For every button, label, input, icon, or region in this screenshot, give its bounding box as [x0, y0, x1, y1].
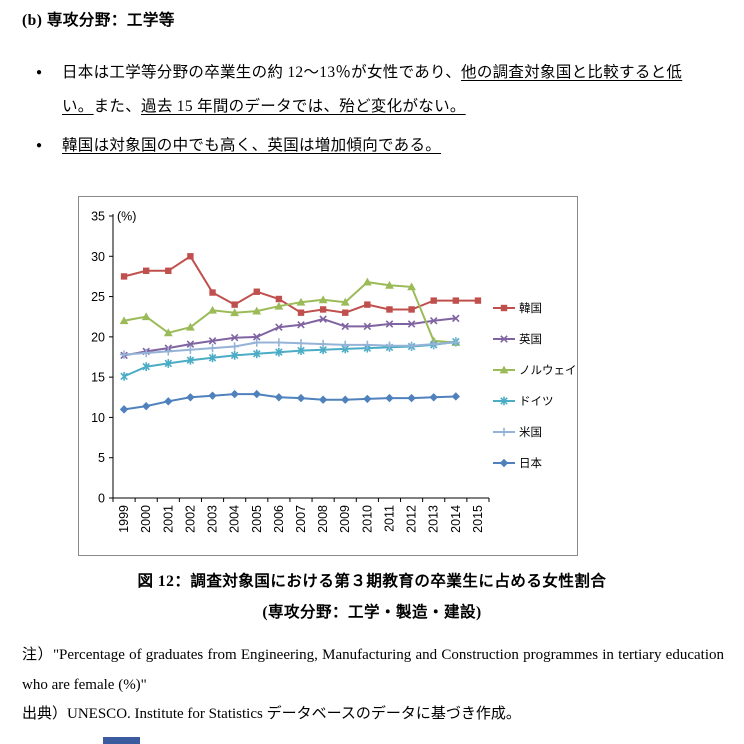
svg-text:ノルウェイ: ノルウェイ: [519, 364, 577, 377]
svg-text:30: 30: [91, 250, 105, 264]
footnote: 注）"Percentage of graduates from Engineer…: [22, 640, 724, 700]
svg-text:15: 15: [91, 371, 105, 385]
svg-text:2007: 2007: [294, 505, 308, 533]
page-edge-artifact: [103, 737, 140, 744]
source-note: 出典）UNESCO. Institute for Statistics データベ…: [22, 702, 521, 723]
svg-text:2003: 2003: [206, 505, 220, 533]
figure-caption: 図 12：調査対象国における第３期教育の卒業生に占める女性割合 (専攻分野：工学…: [0, 566, 744, 628]
bullet-marker-icon: ●: [36, 67, 43, 78]
svg-text:2004: 2004: [228, 505, 242, 533]
svg-text:ドイツ: ドイツ: [519, 396, 554, 408]
svg-text:2008: 2008: [316, 505, 330, 533]
svg-text:2002: 2002: [183, 505, 197, 533]
source-label: 出典）: [22, 706, 68, 722]
figure-caption-line2: (専攻分野：工学・製造・建設): [262, 604, 482, 621]
svg-text:米国: 米国: [519, 426, 542, 439]
svg-text:2011: 2011: [382, 505, 396, 532]
svg-text:5: 5: [98, 451, 105, 465]
bullet-text: 日本は工学等分野の卒業生の約 12～13％が女性であり、他の調査対象国と比較する…: [62, 64, 683, 115]
svg-text:日本: 日本: [519, 456, 542, 470]
bullet-item: ● 日本は工学等分野の卒業生の約 12～13％が女性であり、他の調査対象国と比較す…: [36, 56, 712, 124]
svg-text:2005: 2005: [250, 505, 264, 533]
bullet-marker-icon: ●: [36, 140, 43, 151]
svg-text:(%): (%): [117, 210, 136, 224]
svg-text:2014: 2014: [449, 505, 463, 533]
figure-caption-line1: 図 12：調査対象国における第３期教育の卒業生に占める女性割合: [137, 573, 607, 590]
footnote-text: "Percentage of graduates from Engineerin…: [22, 647, 724, 693]
svg-text:0: 0: [98, 492, 105, 506]
svg-text:2006: 2006: [272, 505, 286, 533]
bullet-text: 韓国は対象国の中でも高く、英国は増加傾向である。: [62, 137, 442, 154]
section-heading: (b) 専攻分野：工学等: [22, 12, 175, 29]
svg-text:20: 20: [91, 330, 105, 344]
svg-text:2010: 2010: [360, 505, 374, 533]
svg-text:2001: 2001: [161, 505, 175, 533]
svg-text:2009: 2009: [338, 505, 352, 533]
svg-text:10: 10: [91, 411, 105, 425]
svg-text:2012: 2012: [405, 505, 419, 533]
svg-text:2013: 2013: [427, 505, 441, 533]
svg-text:25: 25: [91, 290, 105, 304]
svg-text:1999: 1999: [117, 505, 131, 533]
chart-frame: 0 5 10 15 20 25 30 35 (%) 1999 2000 2001 2002 2003 200…: [78, 196, 578, 556]
bullet-item: ● 韓国は対象国の中でも高く、英国は増加傾向である。: [36, 129, 712, 163]
source-text: UNESCO. Institute for Statistics データベースの…: [67, 706, 521, 722]
svg-text:35: 35: [91, 210, 105, 224]
svg-text:2015: 2015: [471, 505, 485, 533]
bullet-list: ● 日本は工学等分野の卒業生の約 12～13％が女性であり、他の調査対象国と比較す…: [36, 56, 712, 168]
svg-text:2000: 2000: [139, 505, 153, 533]
svg-text:韓国: 韓国: [519, 302, 542, 315]
footnote-label: 注）: [22, 647, 53, 663]
line-chart: 0 5 10 15 20 25 30 35 (%) 1999 2000 2001 2002 2003 200…: [91, 210, 577, 533]
svg-text:英国: 英国: [519, 332, 542, 346]
